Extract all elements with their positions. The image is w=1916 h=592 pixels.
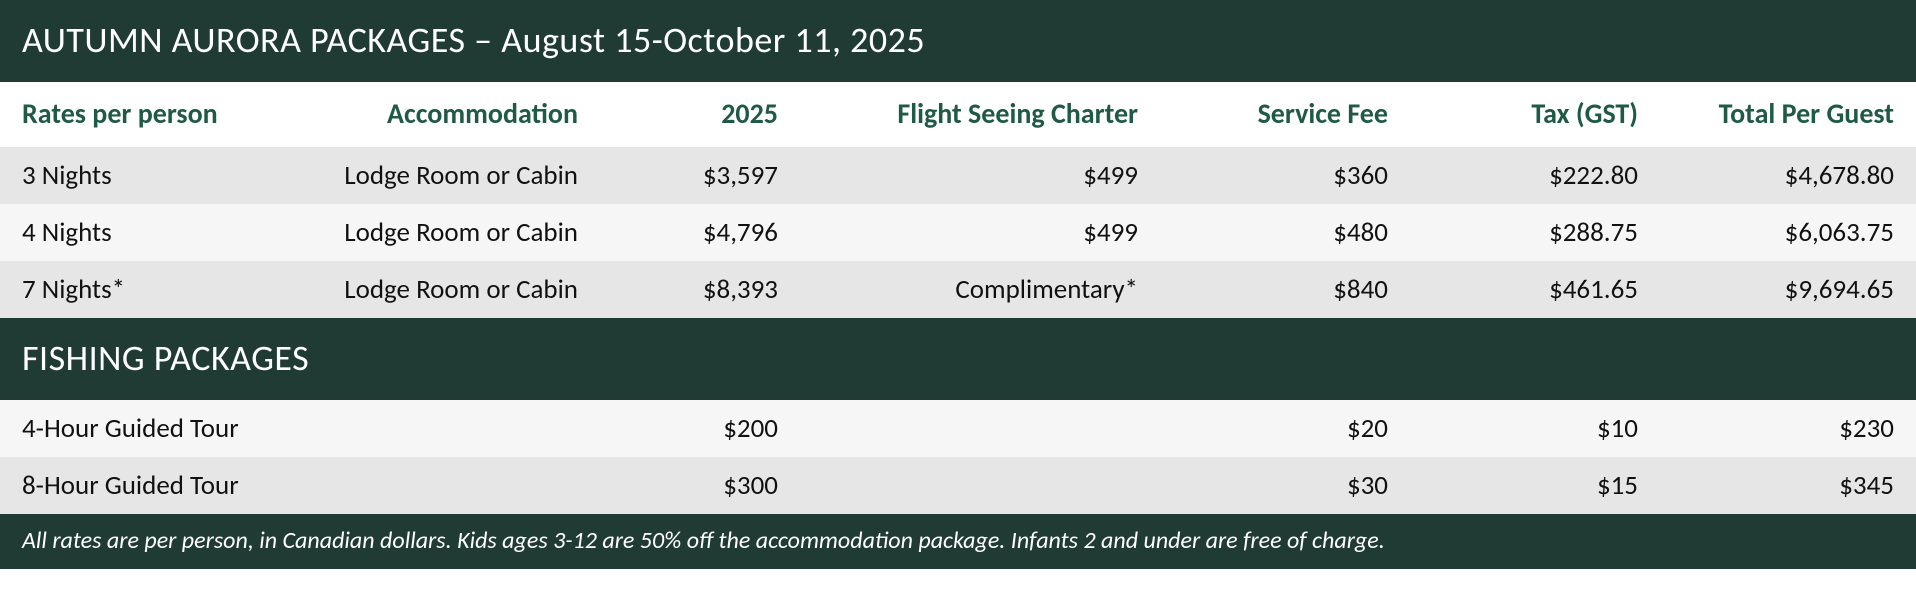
cell: $8,393: [600, 261, 800, 318]
cell: $480: [1160, 204, 1410, 261]
cell: $4,678.80: [1660, 147, 1916, 204]
cell: $840: [1160, 261, 1410, 318]
pricing-table-wrap: AUTUMN AURORA PACKAGES – August 15-Octob…: [0, 0, 1916, 569]
cell: $10: [1410, 400, 1660, 457]
cell: 8-Hour Guided Tour: [0, 457, 310, 514]
cell: 7 Nights*: [0, 261, 310, 318]
cell: $222.80: [1410, 147, 1660, 204]
cell: [310, 457, 600, 514]
cell: $200: [600, 400, 800, 457]
cell: $15: [1410, 457, 1660, 514]
cell: $461.65: [1410, 261, 1660, 318]
col-header: 2025: [600, 82, 800, 147]
cell: $499: [800, 204, 1160, 261]
table-row: 8-Hour Guided Tour $300 $30 $15 $345: [0, 457, 1916, 514]
cell: $20: [1160, 400, 1410, 457]
cell: 3 Nights: [0, 147, 310, 204]
cell: $288.75: [1410, 204, 1660, 261]
cell: $499: [800, 147, 1160, 204]
cell: $230: [1660, 400, 1916, 457]
col-header: Service Fee: [1160, 82, 1410, 147]
col-header: Rates per person: [0, 82, 310, 147]
table-row: 4 Nights Lodge Room or Cabin $4,796 $499…: [0, 204, 1916, 261]
cell: Complimentary*: [800, 261, 1160, 318]
cell: Lodge Room or Cabin: [310, 261, 600, 318]
cell: 4-Hour Guided Tour: [0, 400, 310, 457]
cell: $30: [1160, 457, 1410, 514]
col-header: Tax (GST): [1410, 82, 1660, 147]
section1-table: Rates per person Accommodation 2025 Flig…: [0, 82, 1916, 318]
col-header: Total Per Guest: [1660, 82, 1916, 147]
section2-table: 4-Hour Guided Tour $200 $20 $10 $230 8-H…: [0, 400, 1916, 514]
cell: $360: [1160, 147, 1410, 204]
cell: $4,796: [600, 204, 800, 261]
cell: $6,063.75: [1660, 204, 1916, 261]
cell: $345: [1660, 457, 1916, 514]
header-row: Rates per person Accommodation 2025 Flig…: [0, 82, 1916, 147]
cell: [310, 400, 600, 457]
cell: [800, 400, 1160, 457]
section1-title: AUTUMN AURORA PACKAGES – August 15-Octob…: [0, 0, 1916, 82]
cell: Lodge Room or Cabin: [310, 147, 600, 204]
table-row: 4-Hour Guided Tour $200 $20 $10 $230: [0, 400, 1916, 457]
section2-title: FISHING PACKAGES: [0, 318, 1916, 400]
cell: $9,694.65: [1660, 261, 1916, 318]
cell: Lodge Room or Cabin: [310, 204, 600, 261]
cell: $3,597: [600, 147, 800, 204]
cell: $300: [600, 457, 800, 514]
table-row: 3 Nights Lodge Room or Cabin $3,597 $499…: [0, 147, 1916, 204]
col-header: Accommodation: [310, 82, 600, 147]
footer-note: All rates are per person, in Canadian do…: [0, 514, 1916, 569]
cell: 4 Nights: [0, 204, 310, 261]
col-header: Flight Seeing Charter: [800, 82, 1160, 147]
cell: [800, 457, 1160, 514]
table-row: 7 Nights* Lodge Room or Cabin $8,393 Com…: [0, 261, 1916, 318]
